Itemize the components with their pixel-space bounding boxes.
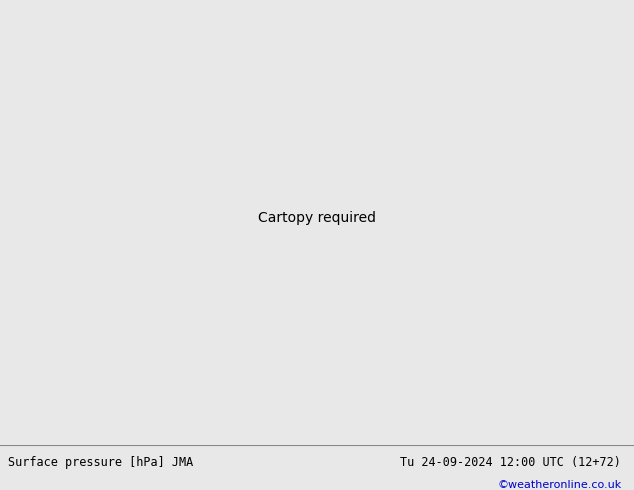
Text: Cartopy required: Cartopy required — [258, 212, 376, 225]
Text: ©weatheronline.co.uk: ©weatheronline.co.uk — [497, 480, 621, 490]
Text: Surface pressure [hPa] JMA: Surface pressure [hPa] JMA — [8, 457, 193, 469]
Text: Tu 24-09-2024 12:00 UTC (12+72): Tu 24-09-2024 12:00 UTC (12+72) — [401, 457, 621, 469]
